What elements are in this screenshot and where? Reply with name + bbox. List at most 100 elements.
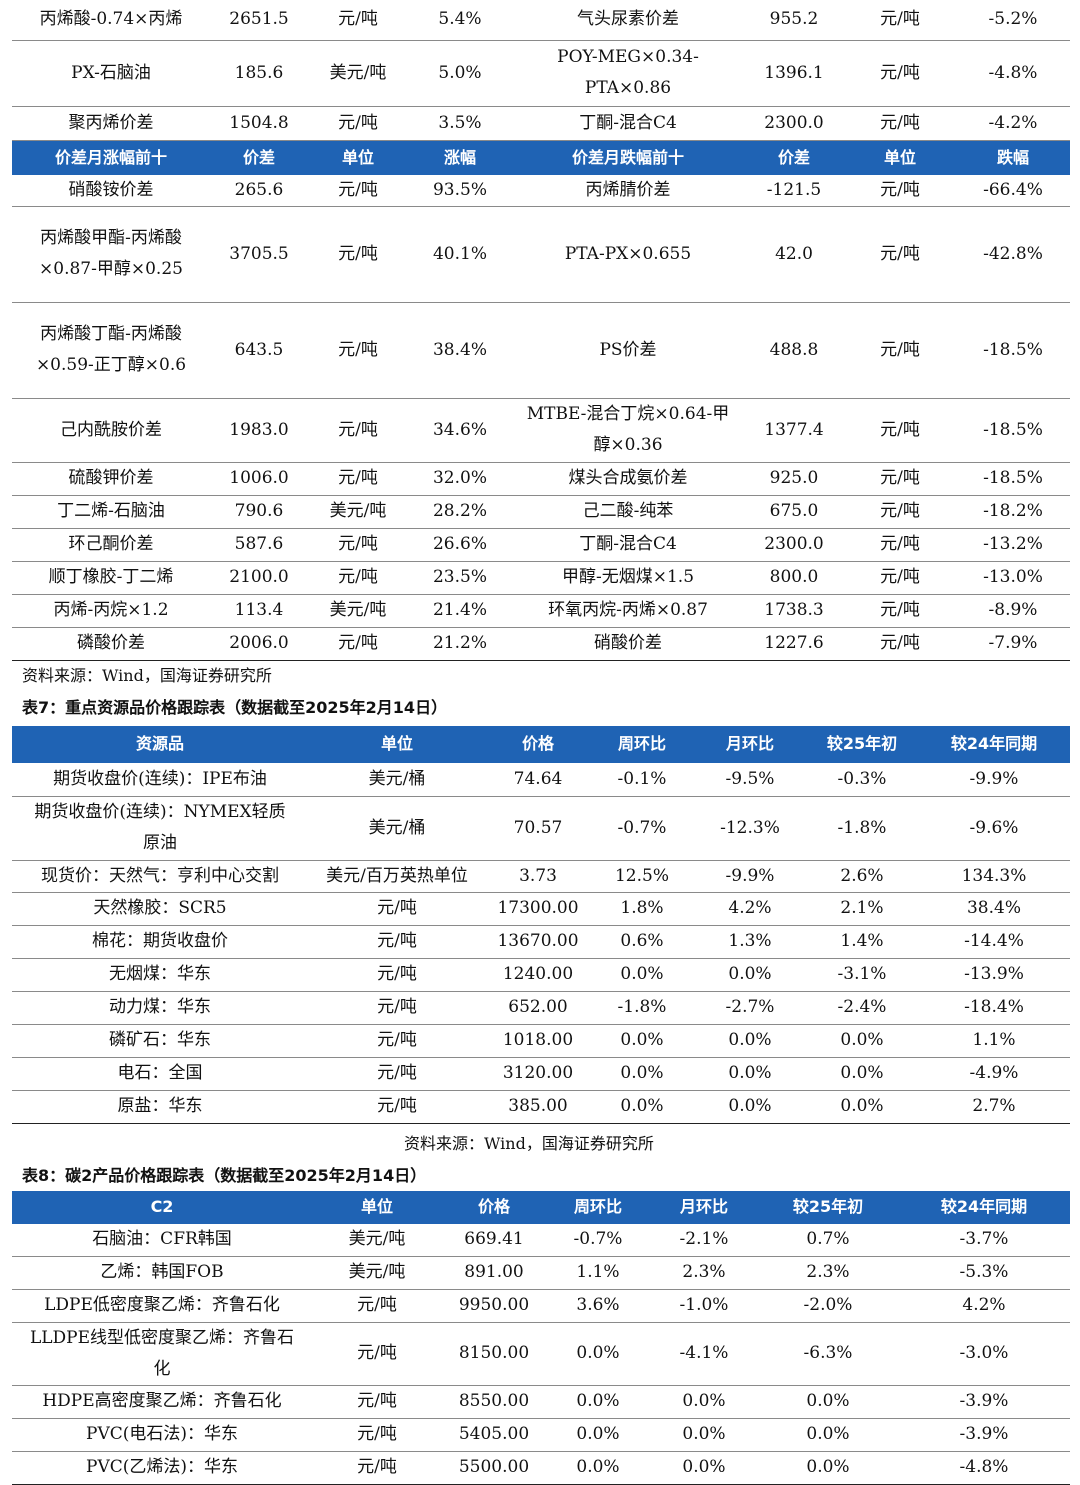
- week-change: 0.0%: [590, 958, 694, 992]
- header-cell: 价格: [486, 726, 590, 763]
- table-row: 棉花：期货收盘价 元/吨 13670.00 0.6% 1.3% 1.4% -14.4%: [12, 925, 1070, 959]
- table-row: 乙烯：韩国FOB 美元/吨 891.00 1.1% 2.3% 2.3% -5.3%: [12, 1256, 1070, 1290]
- table-row: 石脑油：CFR韩国 美元/吨 669.41 -0.7% -2.1% 0.7% -3.7%: [12, 1223, 1070, 1257]
- price: 3.73: [486, 860, 590, 893]
- spread-value: 3705.5: [210, 206, 308, 303]
- table-row: LDPE低密度聚乙烯：齐鲁石化 元/吨 9950.00 3.6% -1.0% -2.0% 4…: [12, 1289, 1070, 1323]
- yoy-change: -4.8%: [898, 1451, 1070, 1485]
- change: -7.9%: [956, 627, 1070, 661]
- item-name: PVC(电石法)：华东: [12, 1418, 312, 1452]
- month-change: 0.0%: [694, 1057, 806, 1091]
- month-change: 0.0%: [694, 1090, 806, 1124]
- week-change: -0.1%: [590, 762, 694, 797]
- spread-name: 丁酮-混合C4: [512, 106, 744, 141]
- month-change: 4.2%: [694, 892, 806, 926]
- spread-name: 硝酸价差: [512, 627, 744, 661]
- item-name: 现货价：天然气：亨利中心交割: [12, 860, 308, 893]
- ytd-change: -2.4%: [806, 991, 918, 1025]
- price: 8150.00: [442, 1322, 546, 1386]
- table-row: 无烟煤：华东 元/吨 1240.00 0.0% 0.0% -3.1% -13.9%: [12, 958, 1070, 992]
- price: 669.41: [442, 1223, 546, 1257]
- week-change: 0.0%: [590, 1057, 694, 1091]
- week-change: 1.8%: [590, 892, 694, 926]
- change: -18.2%: [956, 495, 1070, 529]
- yoy-change: 2.7%: [918, 1090, 1070, 1124]
- yoy-change: 134.3%: [918, 860, 1070, 893]
- table-row: 期货收盘价(连续)：NYMEX轻质原油 美元/桶 70.57 -0.7% -12.3% -…: [12, 796, 1070, 861]
- item-name: 期货收盘价(连续)：NYMEX轻质原油: [12, 796, 308, 861]
- spread-name: 丙烯-丙烷×1.2: [12, 594, 210, 628]
- unit: 元/吨: [844, 0, 956, 41]
- header-cell: 价格: [442, 1191, 546, 1224]
- spread-name: 气头尿素价差: [512, 0, 744, 41]
- unit: 元/吨: [308, 627, 408, 661]
- change: -4.8%: [956, 40, 1070, 107]
- header-cell: 较25年初: [806, 726, 918, 763]
- yoy-change: -5.3%: [898, 1256, 1070, 1290]
- unit: 美元/桶: [308, 796, 486, 861]
- week-change: 1.1%: [546, 1256, 650, 1290]
- unit: 元/吨: [844, 462, 956, 496]
- unit: 元/吨: [312, 1451, 442, 1485]
- item-name: 棉花：期货收盘价: [12, 925, 308, 959]
- yoy-change: -3.0%: [898, 1322, 1070, 1386]
- unit: 美元/桶: [308, 762, 486, 797]
- header-cell: 单位: [312, 1191, 442, 1224]
- unit: 元/吨: [308, 206, 408, 303]
- item-name: LDPE低密度聚乙烯：齐鲁石化: [12, 1289, 312, 1323]
- spread-name: 丙烯酸-0.74×丙烯: [12, 0, 210, 41]
- table-row: 磷矿石：华东 元/吨 1018.00 0.0% 0.0% 0.0% 1.1%: [12, 1024, 1070, 1058]
- week-change: 0.0%: [590, 1090, 694, 1124]
- item-name: 动力煤：华东: [12, 991, 308, 1025]
- spread-name: 丁二烯-石脑油: [12, 495, 210, 529]
- unit: 元/吨: [308, 925, 486, 959]
- unit: 元/吨: [308, 991, 486, 1025]
- spread-value: 675.0: [744, 495, 844, 529]
- unit: 元/吨: [308, 892, 486, 926]
- spread-name: POY-MEG×0.34-PTA×0.86: [512, 40, 744, 107]
- table8-caption: 表8：碳2产品价格跟踪表（数据截至2025年2月14日）: [22, 1166, 427, 1185]
- ytd-change: -6.3%: [758, 1322, 898, 1386]
- week-change: 0.0%: [590, 1024, 694, 1058]
- price: 8550.00: [442, 1385, 546, 1419]
- table-row: 天然橡胶：SCR5 元/吨 17300.00 1.8% 4.2% 2.1% 38.4%: [12, 892, 1070, 926]
- unit: 元/吨: [308, 462, 408, 496]
- unit: 美元/吨: [308, 495, 408, 529]
- unit: 美元/吨: [312, 1223, 442, 1257]
- table7-source: 资料来源：Wind，国海证券研究所: [404, 1134, 654, 1153]
- price: 1018.00: [486, 1024, 590, 1058]
- ytd-change: 0.0%: [758, 1451, 898, 1485]
- resource-header-row: 资源品 单位 价格 周环比 月环比 较25年初 较24年同期: [12, 726, 1070, 763]
- yoy-change: 4.2%: [898, 1289, 1070, 1323]
- change: -8.9%: [956, 594, 1070, 628]
- change: -66.4%: [956, 174, 1070, 207]
- spread-name: 聚丙烯价差: [12, 106, 210, 141]
- spread-value: 2651.5: [210, 0, 308, 41]
- unit: 美元/百万英热单位: [308, 860, 486, 893]
- unit: 元/吨: [844, 398, 956, 463]
- spread-value: -121.5: [744, 174, 844, 207]
- week-change: -0.7%: [546, 1223, 650, 1257]
- unit: 元/吨: [308, 1090, 486, 1124]
- spread-value: 790.6: [210, 495, 308, 529]
- spread-name: PS价差: [512, 302, 744, 399]
- unit: 元/吨: [844, 561, 956, 595]
- ytd-change: 0.0%: [758, 1385, 898, 1419]
- item-name: LLDPE线型低密度聚乙烯：齐鲁石化: [12, 1322, 312, 1386]
- spread-value: 1227.6: [744, 627, 844, 661]
- spread-value: 2100.0: [210, 561, 308, 595]
- week-change: -0.7%: [590, 796, 694, 861]
- yoy-change: -9.6%: [918, 796, 1070, 861]
- week-change: 0.0%: [546, 1451, 650, 1485]
- week-change: 3.6%: [546, 1289, 650, 1323]
- table-row: PVC(乙烯法)：华东 元/吨 5500.00 0.0% 0.0% 0.0% -4.8%: [12, 1451, 1070, 1485]
- unit: 元/吨: [844, 528, 956, 562]
- change: -4.2%: [956, 106, 1070, 141]
- month-change: 0.0%: [650, 1418, 758, 1452]
- table-row: 丙烯-丙烷×1.2 113.4 美元/吨 21.4% 环氧丙烷-丙烯×0.87 1738.…: [12, 594, 1070, 628]
- spread-value: 925.0: [744, 462, 844, 496]
- change: 3.5%: [408, 106, 512, 141]
- spread-value: 2300.0: [744, 528, 844, 562]
- spread-name: PX-石脑油: [12, 40, 210, 107]
- price: 5500.00: [442, 1451, 546, 1485]
